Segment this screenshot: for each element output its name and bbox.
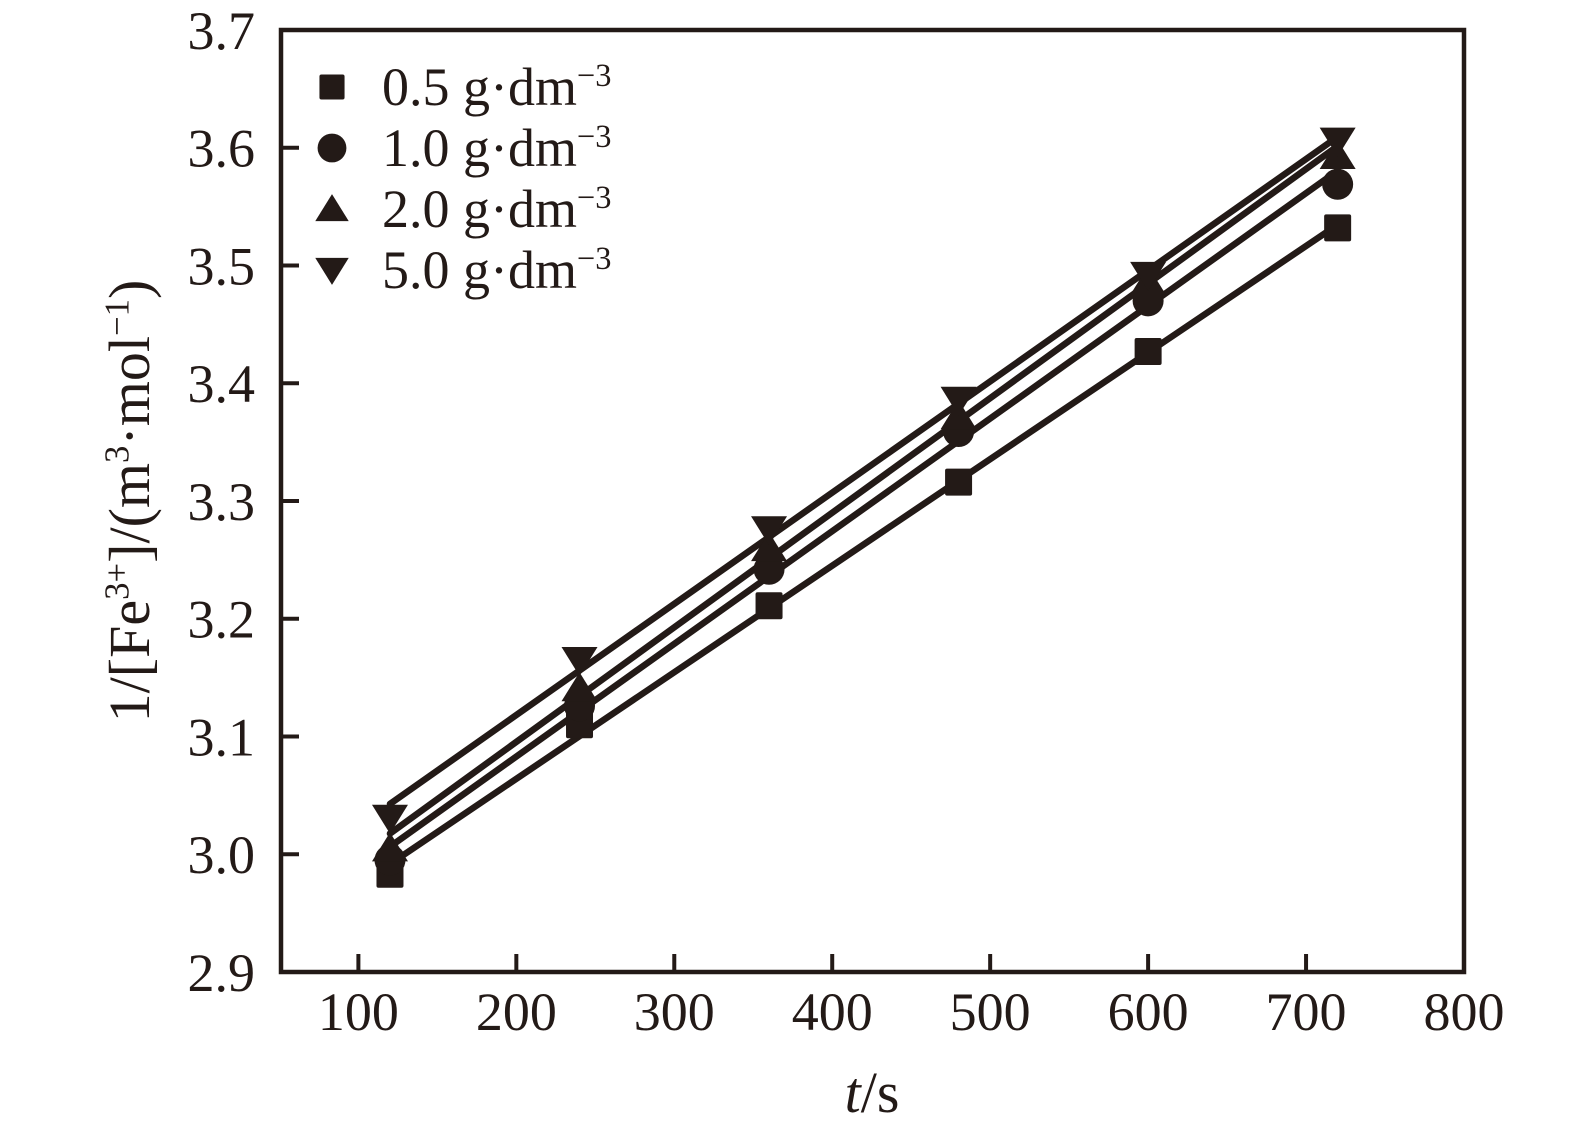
legend-label: 2.0 g·dm−3 bbox=[382, 178, 611, 240]
marker-square bbox=[755, 592, 783, 620]
marker-triangle-up bbox=[371, 832, 408, 862]
marker-square bbox=[1134, 337, 1162, 365]
y-tick-label: 3.5 bbox=[188, 236, 256, 296]
legend-label: 5.0 g·dm−3 bbox=[382, 239, 611, 301]
legend-marker bbox=[315, 193, 349, 221]
legend-marker bbox=[319, 73, 345, 100]
marker-circle bbox=[317, 133, 347, 162]
text-run: /s bbox=[860, 1060, 900, 1125]
marker-circle bbox=[1322, 168, 1354, 200]
superscript: −3 bbox=[577, 240, 612, 277]
marker-triangle-up bbox=[751, 532, 788, 562]
marker-triangle-up bbox=[315, 193, 349, 221]
y-tick-label: 3.2 bbox=[188, 590, 256, 650]
fit-line bbox=[386, 221, 1341, 868]
marker-triangle-down bbox=[1130, 261, 1167, 291]
legend-item: 2.0 g·dm−3 bbox=[310, 178, 611, 239]
y-tick-label: 3.4 bbox=[188, 354, 256, 414]
marker-triangle-down bbox=[1319, 127, 1356, 157]
y-tick-label: 3.3 bbox=[188, 472, 256, 532]
text-run: ) bbox=[97, 279, 162, 300]
superscript: 3+ bbox=[97, 562, 137, 600]
legend-item: 5.0 g·dm−3 bbox=[310, 239, 611, 300]
x-tick-label: 800 bbox=[1424, 982, 1505, 1042]
x-tick-label: 700 bbox=[1266, 982, 1347, 1042]
marker-circle bbox=[753, 553, 785, 585]
text-run: t bbox=[844, 1060, 861, 1125]
x-tick-label: 100 bbox=[318, 982, 399, 1042]
fit-line bbox=[386, 133, 1341, 808]
marker-square bbox=[1324, 214, 1352, 242]
marker-triangle-up bbox=[561, 672, 598, 702]
text-run: 0.5 g·dm bbox=[382, 56, 577, 117]
superscript: −3 bbox=[577, 179, 612, 216]
y-tick-label: 3.6 bbox=[188, 119, 256, 179]
superscript: 3 bbox=[97, 445, 137, 463]
y-tick-label: 2.9 bbox=[188, 943, 256, 1003]
legend-marker bbox=[317, 133, 347, 162]
superscript: −3 bbox=[577, 57, 612, 94]
legend-marker bbox=[315, 257, 349, 285]
series-triangle-down bbox=[371, 127, 1356, 834]
x-tick-label: 600 bbox=[1108, 982, 1189, 1042]
plot-border bbox=[278, 27, 1467, 975]
x-tick-label: 400 bbox=[792, 982, 873, 1042]
x-tick-label: 200 bbox=[476, 982, 557, 1042]
marker-square bbox=[945, 468, 973, 496]
y-tick-label: 3.0 bbox=[188, 825, 256, 885]
y-tick-label: 3.1 bbox=[188, 707, 256, 767]
legend-label: 1.0 g·dm−3 bbox=[382, 117, 611, 179]
x-axis-title: t/s bbox=[672, 1058, 1072, 1128]
text-run: 1/[Fe bbox=[97, 599, 162, 723]
legend-item: 1.0 g·dm−3 bbox=[310, 117, 611, 178]
marker-triangle-down bbox=[371, 804, 408, 834]
marker-triangle-down bbox=[315, 257, 349, 285]
marker-triangle-down bbox=[561, 646, 598, 676]
y-axis-title: 1/[Fe3+]/(m3·mol−1) bbox=[90, 101, 170, 901]
superscript: −3 bbox=[577, 118, 612, 155]
marker-square bbox=[319, 73, 345, 100]
fit-line bbox=[386, 142, 1341, 837]
fit-line bbox=[386, 167, 1341, 850]
text-run: ]/(m bbox=[97, 463, 162, 563]
legend-item: 0.5 g·dm−3 bbox=[310, 56, 611, 117]
text-run: 5.0 g·dm bbox=[382, 239, 577, 300]
y-tick-label: 3.7 bbox=[188, 1, 256, 61]
text-run: 1.0 g·dm bbox=[382, 117, 577, 178]
text-run: ·mol bbox=[97, 336, 162, 446]
superscript: −1 bbox=[97, 299, 137, 337]
marker-triangle-down bbox=[751, 516, 788, 546]
marker-triangle-down bbox=[940, 386, 977, 416]
x-tick-label: 300 bbox=[634, 982, 715, 1042]
legend: 0.5 g·dm−3 1.0 g·dm−3 2.0 g·dm−3 5.0 g·dm−3 bbox=[310, 56, 611, 300]
legend-label: 0.5 g·dm−3 bbox=[382, 56, 611, 118]
x-tick-label: 500 bbox=[950, 982, 1031, 1042]
text-run: 2.0 g·dm bbox=[382, 178, 577, 239]
